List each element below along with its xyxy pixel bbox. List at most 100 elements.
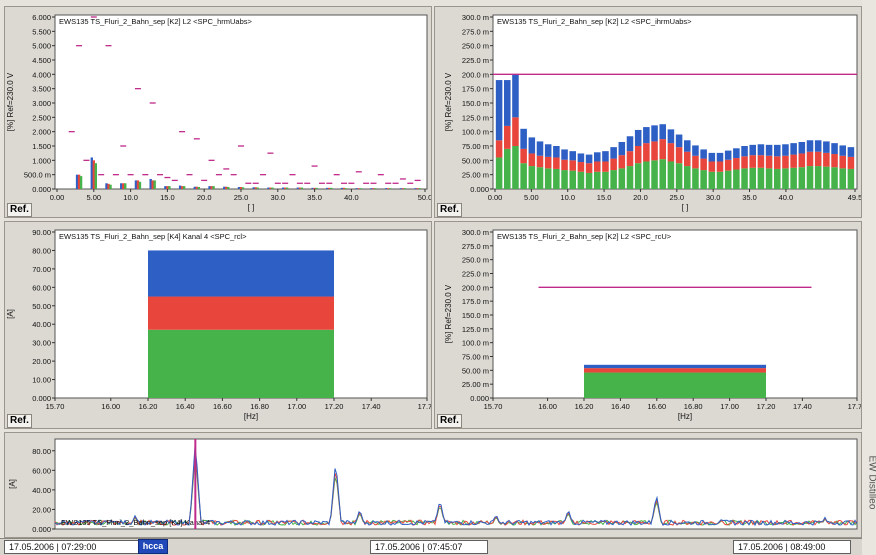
bar-green — [153, 180, 155, 189]
bar-red — [815, 152, 822, 166]
bar-blue — [807, 140, 814, 151]
plot-area — [55, 439, 857, 529]
chart-title: EWS135 TS_Fluri_2_Bahn_sep [K2] L2 <SPC_… — [497, 232, 672, 241]
bar-red — [602, 161, 609, 171]
x-axis-label: [ ] — [682, 203, 689, 212]
y-tick-label: 60.00 — [32, 466, 51, 475]
bar-red — [578, 162, 585, 172]
bar-green — [594, 172, 601, 189]
bar-blue — [692, 145, 699, 155]
bar-blue — [148, 250, 334, 296]
y-tick-label: 300.0 m — [462, 13, 489, 22]
y-tick-label: 20.00 — [32, 505, 51, 514]
bar-green — [315, 188, 317, 189]
bar-blue — [635, 130, 642, 146]
y-axis-label: [%] Ref=230.0 V — [6, 72, 15, 131]
bar-red — [709, 161, 716, 171]
bar-green — [553, 169, 560, 189]
bar-green — [242, 187, 244, 189]
bar-blue — [823, 141, 830, 152]
bar-blue — [799, 142, 806, 153]
bar-red — [520, 149, 527, 163]
bar-red — [782, 156, 789, 169]
bar-blue — [790, 143, 797, 154]
x-tick-label: 5.00 — [86, 193, 101, 202]
bar-blue — [594, 152, 601, 161]
bar-green — [330, 188, 332, 189]
timestamp-cursor[interactable]: 17.05.2006 | 07:45:07 — [370, 540, 488, 554]
bar-blue — [700, 149, 707, 158]
bar-red — [512, 117, 519, 146]
bar-blue — [709, 153, 716, 162]
bar-blue — [569, 151, 576, 160]
bar-red — [733, 158, 740, 169]
plot-area — [55, 15, 427, 189]
bar-green — [584, 373, 766, 398]
x-tick-label: 20.0 — [197, 193, 212, 202]
timestamp-start[interactable]: 17.05.2006 | 07:29:00 — [4, 540, 142, 554]
bar-green — [643, 161, 650, 189]
y-tick-label: 0.000 — [32, 185, 51, 194]
bar-blue — [717, 153, 724, 162]
bar-blue — [725, 151, 732, 160]
y-tick-label: 225.0 m — [462, 56, 489, 65]
bar-green — [227, 187, 229, 189]
x-tick-label: 10.0 — [123, 193, 138, 202]
x-tick-label: 17.40 — [793, 402, 812, 411]
bar-green — [496, 157, 503, 189]
x-tick-label: 17.70 — [418, 402, 431, 411]
y-tick-label: 25.00 m — [462, 380, 489, 389]
x-axis-label: [Hz] — [678, 412, 692, 421]
bar-blue — [496, 80, 503, 140]
bar-blue — [741, 146, 748, 156]
bar-red — [553, 157, 560, 168]
bar-red — [561, 160, 568, 170]
ref-button[interactable]: Ref. — [7, 414, 32, 428]
bar-green — [545, 168, 552, 189]
x-tick-label: 17.20 — [757, 402, 776, 411]
y-tick-label: 150.0 m — [462, 99, 489, 108]
y-tick-label: 1.500 — [32, 142, 51, 151]
x-tick-label: 25.0 — [670, 193, 685, 202]
bar-green — [659, 159, 666, 189]
y-tick-label: 60.00 — [32, 283, 51, 292]
bar-red — [692, 156, 699, 169]
y-tick-label: 30.00 — [32, 339, 51, 348]
bar-blue — [774, 145, 781, 156]
bar-red — [148, 297, 334, 330]
bar-green — [512, 146, 519, 189]
x-tick-label: 40.0 — [779, 193, 794, 202]
timestamp-end[interactable]: 17.05.2006 | 08:49:00 — [733, 540, 851, 554]
bar-blue — [749, 145, 756, 155]
bar-red — [790, 155, 797, 168]
y-tick-label: 100.0 m — [462, 339, 489, 348]
bar-red — [594, 161, 601, 171]
bar-red — [635, 146, 642, 163]
chart-title: EWS135 TS_Fluri_2_Bahn_sep [K4] Kanal 4 — [61, 518, 210, 527]
ref-button[interactable]: Ref. — [437, 414, 462, 428]
y-tick-label: 1.000 — [32, 156, 51, 165]
y-tick-label: 175.0 m — [462, 297, 489, 306]
x-tick-label: 0.00 — [488, 193, 503, 202]
y-tick-label: 70.00 — [32, 265, 51, 274]
y-tick-label: 150.0 m — [462, 311, 489, 320]
ref-button[interactable]: Ref. — [7, 203, 32, 217]
bar-green — [148, 330, 334, 398]
bar-green — [139, 182, 141, 189]
hcca-logo: hcca — [138, 539, 168, 554]
ref-button[interactable]: Ref. — [437, 203, 462, 217]
y-tick-label: 250.0 m — [462, 42, 489, 51]
bar-green — [286, 188, 288, 189]
x-tick-label: 40.0 — [344, 193, 359, 202]
y-tick-label: 4.500 — [32, 56, 51, 65]
bar-green — [717, 172, 724, 189]
x-tick-label: 15.70 — [46, 402, 65, 411]
bar-green — [619, 168, 626, 189]
bar-green — [635, 163, 642, 189]
y-tick-label: 100.0 m — [462, 128, 489, 137]
bar-green — [404, 188, 406, 189]
chart-rcl: EWS135 TS_Fluri_2_Bahn_sep [K4] Kanal 4 … — [5, 222, 431, 428]
x-tick-label: 35.0 — [742, 193, 757, 202]
bar-blue — [545, 144, 552, 157]
